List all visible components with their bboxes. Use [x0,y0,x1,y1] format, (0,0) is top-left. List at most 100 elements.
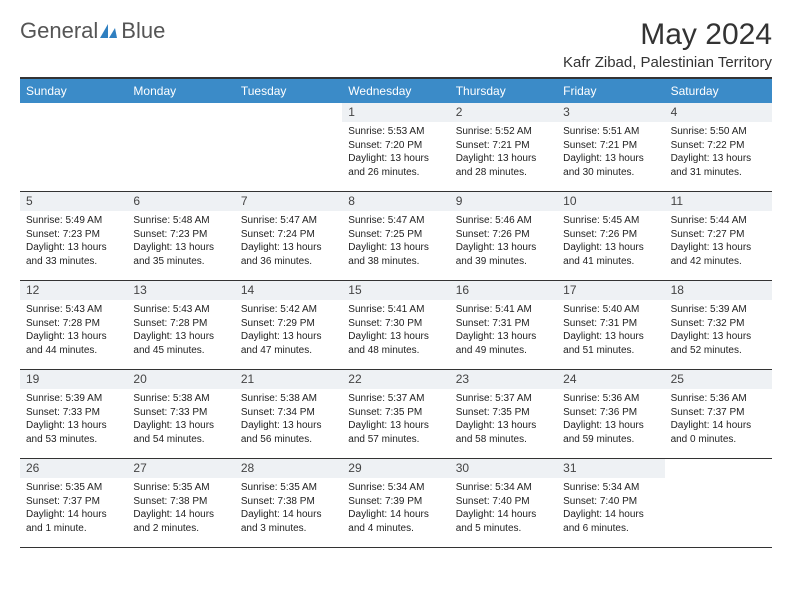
sunset-text: Sunset: 7:26 PM [563,228,658,242]
calendar-day: 11Sunrise: 5:44 AMSunset: 7:27 PMDayligh… [665,192,772,280]
day-details: Sunrise: 5:49 AMSunset: 7:23 PMDaylight:… [20,211,127,272]
daylight-text: Daylight: 13 hours and 52 minutes. [671,330,766,357]
daylight-text: Daylight: 13 hours and 31 minutes. [671,152,766,179]
sunrise-text: Sunrise: 5:49 AM [26,214,121,228]
calendar-day [20,103,127,191]
sunset-text: Sunset: 7:27 PM [671,228,766,242]
calendar-day: 12Sunrise: 5:43 AMSunset: 7:28 PMDayligh… [20,281,127,369]
sunrise-text: Sunrise: 5:46 AM [456,214,551,228]
day-number: 7 [235,192,342,211]
day-number: 23 [450,370,557,389]
calendar-day: 30Sunrise: 5:34 AMSunset: 7:40 PMDayligh… [450,459,557,547]
sunset-text: Sunset: 7:34 PM [241,406,336,420]
day-details: Sunrise: 5:43 AMSunset: 7:28 PMDaylight:… [127,300,234,361]
sunset-text: Sunset: 7:20 PM [348,139,443,153]
day-number: 3 [557,103,664,122]
day-details: Sunrise: 5:52 AMSunset: 7:21 PMDaylight:… [450,122,557,183]
day-number: 1 [342,103,449,122]
sunset-text: Sunset: 7:22 PM [671,139,766,153]
day-details: Sunrise: 5:38 AMSunset: 7:33 PMDaylight:… [127,389,234,450]
sunrise-text: Sunrise: 5:50 AM [671,125,766,139]
calendar-day: 7Sunrise: 5:47 AMSunset: 7:24 PMDaylight… [235,192,342,280]
weekday-header: Saturday [665,79,772,103]
sunrise-text: Sunrise: 5:47 AM [241,214,336,228]
daylight-text: Daylight: 13 hours and 53 minutes. [26,419,121,446]
sunrise-text: Sunrise: 5:34 AM [456,481,551,495]
day-number: 25 [665,370,772,389]
sunset-text: Sunset: 7:33 PM [133,406,228,420]
calendar-day: 17Sunrise: 5:40 AMSunset: 7:31 PMDayligh… [557,281,664,369]
day-number: 2 [450,103,557,122]
daylight-text: Daylight: 13 hours and 30 minutes. [563,152,658,179]
day-number: 9 [450,192,557,211]
day-number: 28 [235,459,342,478]
calendar-day: 19Sunrise: 5:39 AMSunset: 7:33 PMDayligh… [20,370,127,458]
weekday-header: Monday [127,79,234,103]
day-details: Sunrise: 5:37 AMSunset: 7:35 PMDaylight:… [342,389,449,450]
day-number: 15 [342,281,449,300]
calendar-day: 3Sunrise: 5:51 AMSunset: 7:21 PMDaylight… [557,103,664,191]
sunrise-text: Sunrise: 5:43 AM [26,303,121,317]
day-details: Sunrise: 5:47 AMSunset: 7:25 PMDaylight:… [342,211,449,272]
sunrise-text: Sunrise: 5:41 AM [348,303,443,317]
sunset-text: Sunset: 7:36 PM [563,406,658,420]
calendar-day: 15Sunrise: 5:41 AMSunset: 7:30 PMDayligh… [342,281,449,369]
day-details: Sunrise: 5:36 AMSunset: 7:36 PMDaylight:… [557,389,664,450]
calendar-week-row: 5Sunrise: 5:49 AMSunset: 7:23 PMDaylight… [20,192,772,281]
calendar-week-row: 12Sunrise: 5:43 AMSunset: 7:28 PMDayligh… [20,281,772,370]
day-number: 24 [557,370,664,389]
daylight-text: Daylight: 13 hours and 35 minutes. [133,241,228,268]
sunrise-text: Sunrise: 5:35 AM [26,481,121,495]
day-number: 27 [127,459,234,478]
day-details: Sunrise: 5:44 AMSunset: 7:27 PMDaylight:… [665,211,772,272]
weekday-header: Thursday [450,79,557,103]
daylight-text: Daylight: 14 hours and 2 minutes. [133,508,228,535]
daylight-text: Daylight: 13 hours and 26 minutes. [348,152,443,179]
sunset-text: Sunset: 7:31 PM [563,317,658,331]
daylight-text: Daylight: 14 hours and 6 minutes. [563,508,658,535]
day-number: 4 [665,103,772,122]
day-number: 13 [127,281,234,300]
sunset-text: Sunset: 7:35 PM [456,406,551,420]
logo-icon [99,22,119,40]
calendar-day: 21Sunrise: 5:38 AMSunset: 7:34 PMDayligh… [235,370,342,458]
sunrise-text: Sunrise: 5:34 AM [563,481,658,495]
day-details: Sunrise: 5:34 AMSunset: 7:40 PMDaylight:… [557,478,664,539]
day-number: 12 [20,281,127,300]
day-number [20,103,127,122]
sunset-text: Sunset: 7:21 PM [456,139,551,153]
daylight-text: Daylight: 13 hours and 38 minutes. [348,241,443,268]
day-details: Sunrise: 5:46 AMSunset: 7:26 PMDaylight:… [450,211,557,272]
calendar-day: 14Sunrise: 5:42 AMSunset: 7:29 PMDayligh… [235,281,342,369]
day-number: 17 [557,281,664,300]
day-details: Sunrise: 5:43 AMSunset: 7:28 PMDaylight:… [20,300,127,361]
sunset-text: Sunset: 7:37 PM [671,406,766,420]
daylight-text: Daylight: 13 hours and 56 minutes. [241,419,336,446]
logo-text-2: Blue [121,18,165,44]
sunrise-text: Sunrise: 5:34 AM [348,481,443,495]
calendar-day: 24Sunrise: 5:36 AMSunset: 7:36 PMDayligh… [557,370,664,458]
sunset-text: Sunset: 7:28 PM [133,317,228,331]
calendar-day: 29Sunrise: 5:34 AMSunset: 7:39 PMDayligh… [342,459,449,547]
weekday-header: Tuesday [235,79,342,103]
calendar-day [127,103,234,191]
weekday-header: Friday [557,79,664,103]
day-number: 18 [665,281,772,300]
calendar-week-row: 19Sunrise: 5:39 AMSunset: 7:33 PMDayligh… [20,370,772,459]
sunrise-text: Sunrise: 5:39 AM [26,392,121,406]
sunset-text: Sunset: 7:39 PM [348,495,443,509]
sunset-text: Sunset: 7:24 PM [241,228,336,242]
sunrise-text: Sunrise: 5:45 AM [563,214,658,228]
calendar-day: 9Sunrise: 5:46 AMSunset: 7:26 PMDaylight… [450,192,557,280]
calendar-day: 27Sunrise: 5:35 AMSunset: 7:38 PMDayligh… [127,459,234,547]
sunrise-text: Sunrise: 5:37 AM [456,392,551,406]
day-number: 6 [127,192,234,211]
sunrise-text: Sunrise: 5:47 AM [348,214,443,228]
daylight-text: Daylight: 13 hours and 57 minutes. [348,419,443,446]
logo-text-1: General [20,18,98,44]
weekday-header-row: SundayMondayTuesdayWednesdayThursdayFrid… [20,79,772,103]
daylight-text: Daylight: 13 hours and 48 minutes. [348,330,443,357]
calendar-day: 26Sunrise: 5:35 AMSunset: 7:37 PMDayligh… [20,459,127,547]
sunrise-text: Sunrise: 5:44 AM [671,214,766,228]
sunset-text: Sunset: 7:33 PM [26,406,121,420]
